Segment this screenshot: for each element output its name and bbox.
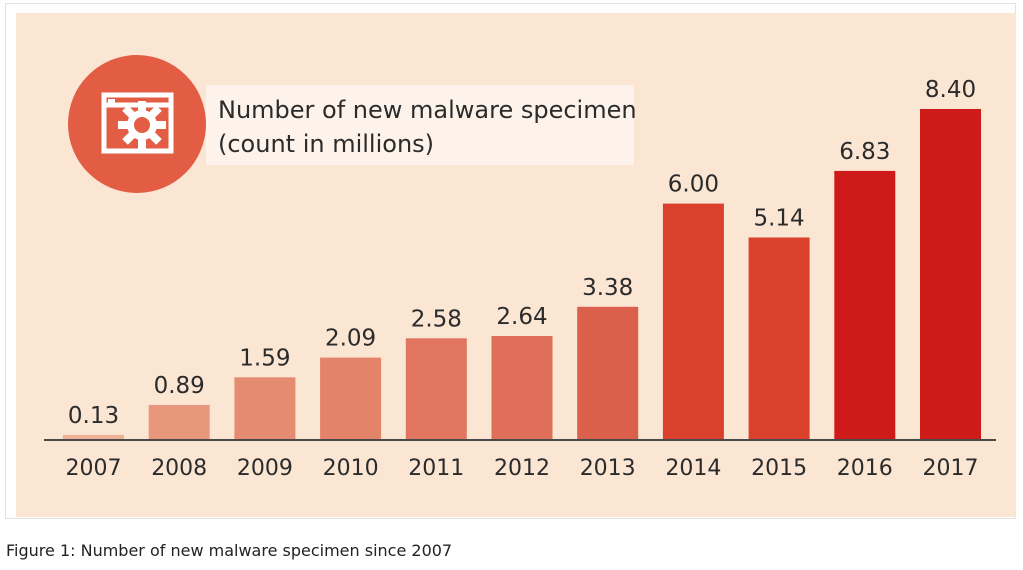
value-label-2016: 6.83 [839,139,890,165]
bar-2012 [491,336,553,440]
bar-2015 [748,237,810,440]
bar-2010 [320,357,382,440]
malware-window-gear-icon [68,55,206,193]
value-label-2017: 8.40 [925,77,976,103]
chart-panel: 0.13 0.89 1.59 2.09 2.58 2.64 3.38 6.00 5.14 6.83… [16,13,1016,517]
chart-subtitle: (count in millions) [218,130,435,158]
bar-2014 [662,203,724,440]
figure-caption: Figure 1: Number of new malware specimen… [6,541,453,560]
value-label-2012: 2.64 [496,304,547,330]
tick-label-2008: 2008 [151,456,207,481]
tick-label-2016: 2016 [837,456,893,481]
tick-label-2011: 2011 [408,456,464,481]
value-label-2011: 2.58 [411,306,462,332]
bar-2016 [834,170,896,440]
value-label-2009: 1.59 [239,345,290,371]
tick-label-2014: 2014 [665,456,721,481]
tick-label-2009: 2009 [237,456,293,481]
value-label-2007: 0.13 [68,403,119,429]
bar-2008 [148,404,210,440]
bar-2011 [405,338,467,440]
figure-frame: 0.13 0.89 1.59 2.09 2.58 2.64 3.38 6.00 5.14 6.83… [5,3,1016,519]
chart-title: Number of new malware specimen [218,96,637,124]
bar-2017 [920,109,981,440]
value-label-2014: 6.00 [668,172,719,198]
tick-label-2007: 2007 [66,456,122,481]
value-label-2008: 0.89 [154,373,205,399]
tick-label-2012: 2012 [494,456,550,481]
bar-chart: 0.13 0.89 1.59 2.09 2.58 2.64 3.38 6.00 5.14 6.83… [44,77,996,481]
value-label-2010: 2.09 [325,326,376,352]
bar-2013 [577,306,639,440]
chart-title-box: Number of new malware specimen (count in… [206,85,637,165]
tick-label-2010: 2010 [323,456,379,481]
bar-2007 [63,434,124,440]
tick-label-2017: 2017 [923,456,979,481]
tick-label-2015: 2015 [751,456,807,481]
value-label-2013: 3.38 [582,275,633,301]
value-label-2015: 5.14 [753,206,804,232]
tick-label-2013: 2013 [580,456,636,481]
bar-2009 [234,377,296,440]
